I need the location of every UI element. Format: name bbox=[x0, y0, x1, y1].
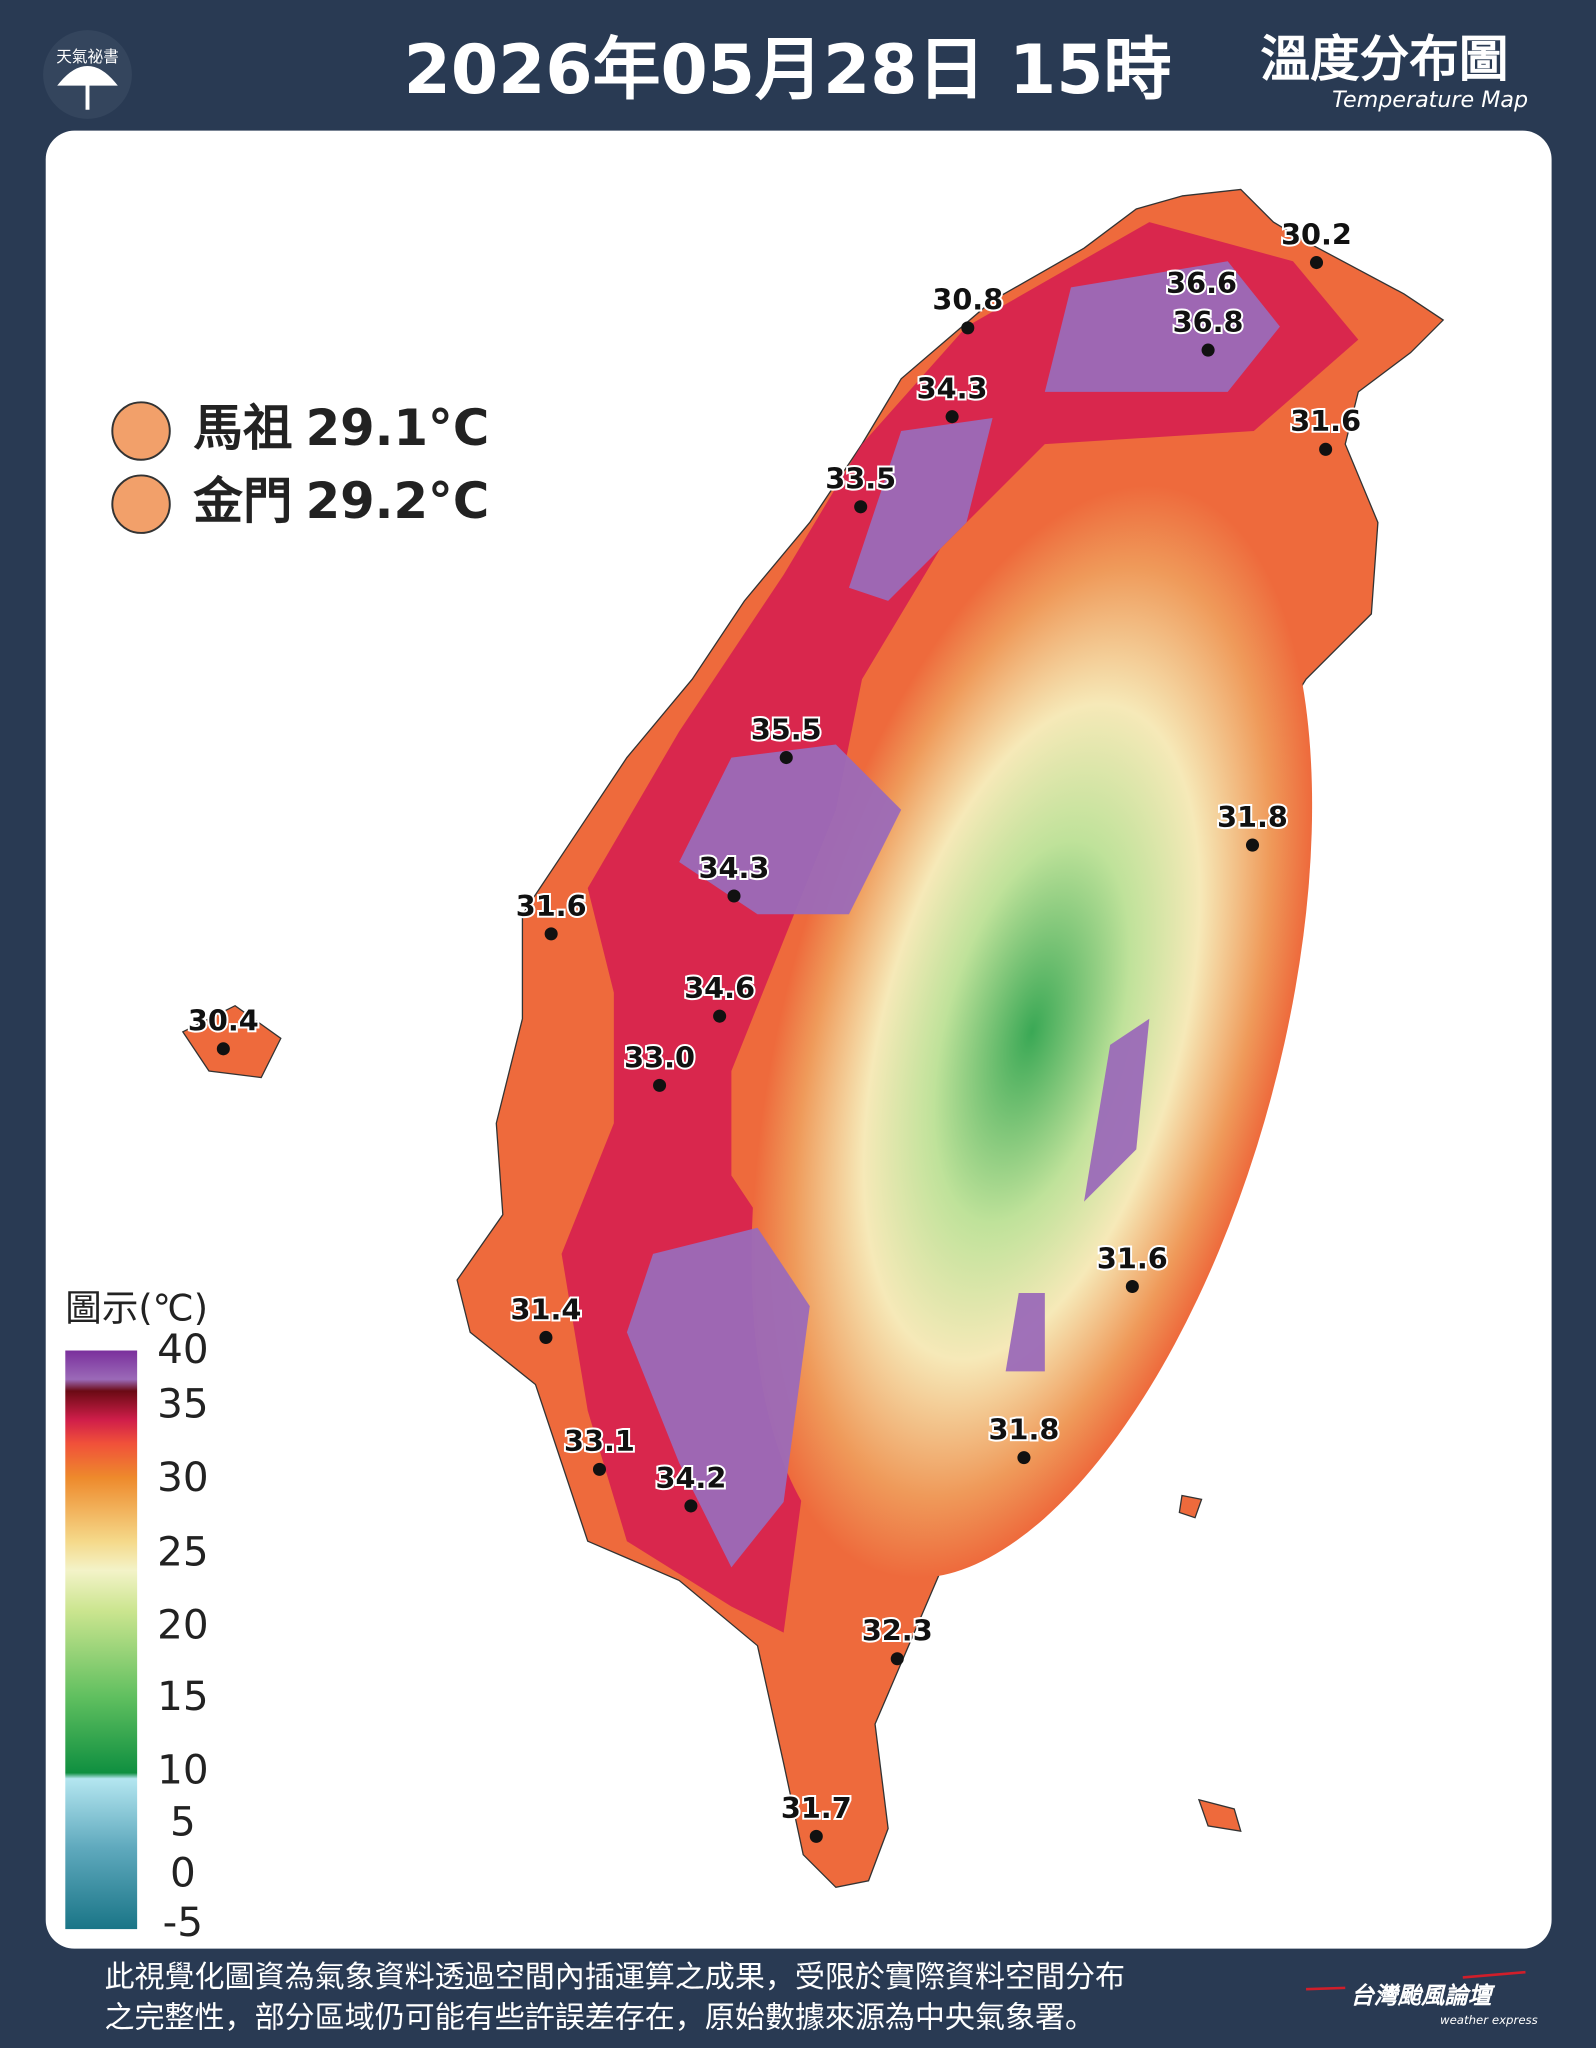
station-label: 32.3 bbox=[862, 1614, 933, 1648]
station-dot bbox=[684, 1499, 698, 1513]
legend-bar bbox=[65, 1350, 138, 1930]
legend-tick-label: 10 bbox=[157, 1745, 209, 1793]
station-dot bbox=[1309, 256, 1324, 270]
legend-tick-label: 25 bbox=[157, 1527, 209, 1575]
outlying-name: 金門 bbox=[193, 472, 292, 530]
station-label: 36.6 bbox=[1166, 266, 1237, 300]
outlying-name: 馬祖 bbox=[193, 399, 292, 457]
station-dot bbox=[961, 321, 975, 335]
station-dot bbox=[945, 410, 959, 424]
outlying-marker bbox=[111, 474, 171, 534]
station-dot bbox=[1245, 838, 1260, 852]
station-label: 31.6 bbox=[1290, 404, 1361, 438]
mountain-range bbox=[751, 485, 1313, 1579]
logo-text: 天氣祕書 bbox=[56, 47, 119, 66]
station-label: 33.0 bbox=[624, 1040, 695, 1074]
orchid-island bbox=[1197, 1798, 1242, 1832]
station-dot bbox=[1201, 343, 1215, 357]
station-dot bbox=[653, 1078, 667, 1092]
legend-tick-label: 15 bbox=[157, 1672, 209, 1720]
station-dot bbox=[1125, 1279, 1139, 1294]
hottest-zones bbox=[626, 261, 1280, 1568]
outlying-label: 金門 29.2°C bbox=[193, 472, 489, 530]
station-label: 31.4 bbox=[511, 1292, 582, 1326]
station-label: 34.3 bbox=[917, 372, 988, 406]
map-subtitle: Temperature Map bbox=[1332, 87, 1528, 113]
station-label: 33.1 bbox=[564, 1424, 635, 1458]
station-label: 34.3 bbox=[699, 851, 770, 885]
footer-line: 此視覺化圖資為氣象資料透過空間內插運算之成果，受限於實際資料空間分布 bbox=[104, 1960, 1125, 1995]
station-dot bbox=[779, 751, 793, 765]
brand-swoosh bbox=[1462, 1970, 1526, 1979]
station-label: 31.6 bbox=[516, 889, 587, 923]
legend-tick-label: 20 bbox=[157, 1600, 209, 1648]
legend-tick-label: 35 bbox=[157, 1380, 209, 1428]
outlying-value: 29.2°C bbox=[306, 472, 490, 530]
footer-line: 之完整性，部分區域仍可能有些許誤差存在，原始數據來源為中央氣象署。 bbox=[104, 2001, 1095, 2036]
legend-tick-label: 0 bbox=[170, 1849, 196, 1897]
station-dot bbox=[809, 1829, 823, 1843]
legend-tick-label: -5 bbox=[163, 1898, 203, 1946]
station-dot bbox=[854, 500, 868, 514]
outlying-label: 馬祖 29.1°C bbox=[193, 399, 489, 457]
station-dot bbox=[544, 927, 558, 941]
logo-umbrella bbox=[57, 66, 118, 110]
legend-title: 圖示(℃) bbox=[65, 1287, 208, 1330]
station-label: 31.6 bbox=[1097, 1241, 1168, 1275]
station-label: 34.6 bbox=[684, 971, 755, 1005]
penghu bbox=[181, 1004, 282, 1079]
station-label: 30.8 bbox=[932, 283, 1003, 317]
taiwan-map bbox=[181, 188, 1445, 1889]
brand-swoosh bbox=[1306, 1986, 1346, 1991]
station-dot bbox=[890, 1652, 904, 1666]
station-dot bbox=[727, 889, 741, 903]
map-title: 溫度分布圖 bbox=[1260, 30, 1508, 88]
station-dot bbox=[713, 1009, 727, 1023]
legend-tick-label: 30 bbox=[157, 1453, 209, 1501]
station-label: 31.8 bbox=[989, 1412, 1060, 1446]
green-island bbox=[1178, 1494, 1203, 1519]
station-dot bbox=[1319, 442, 1333, 456]
station-dot bbox=[216, 1042, 230, 1056]
station-label: 30.4 bbox=[188, 1004, 259, 1038]
station-label: 30.2 bbox=[1281, 217, 1352, 251]
outlying-value: 29.1°C bbox=[306, 399, 490, 457]
brand-sub: weather express bbox=[1440, 2013, 1538, 2027]
legend-tick-label: 40 bbox=[157, 1325, 209, 1373]
brand: 台灣颱風論壇 bbox=[1350, 1982, 1495, 2010]
station-label: 35.5 bbox=[751, 712, 822, 746]
station-label: 31.8 bbox=[1217, 800, 1288, 834]
station-dot bbox=[1017, 1451, 1031, 1465]
station-label: 34.2 bbox=[655, 1461, 726, 1495]
outlying-marker bbox=[111, 401, 171, 461]
station-dot bbox=[592, 1462, 607, 1476]
title: 2026年05月28日 15時 bbox=[404, 31, 1172, 110]
legend-tick-label: 5 bbox=[170, 1798, 196, 1846]
station-label: 36.8 bbox=[1173, 305, 1244, 339]
station-dot bbox=[539, 1330, 553, 1344]
station-label: 31.7 bbox=[781, 1791, 852, 1825]
station-label: 33.5 bbox=[825, 462, 896, 496]
